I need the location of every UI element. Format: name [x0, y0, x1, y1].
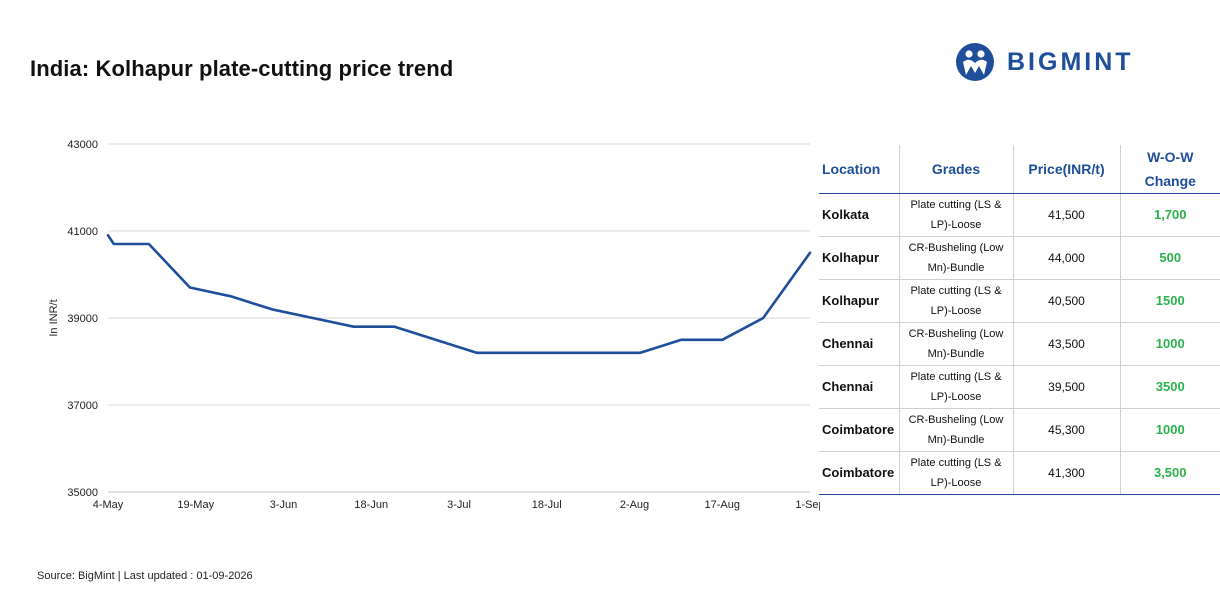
cell-wow: 500	[1120, 236, 1220, 280]
table-row: Kolkata Plate cutting (LS & LP)-Loose 41…	[819, 193, 1220, 237]
y-tick-label: 41000	[67, 226, 98, 238]
x-tick-label: 3-Jul	[447, 499, 471, 511]
cell-price: 41,300	[1013, 451, 1121, 495]
price-table: Location Grades Price(INR/t) W-O-W Chang…	[819, 145, 1220, 495]
x-tick-label: 1-Sep	[795, 499, 820, 511]
cell-grade: CR-Busheling (Low Mn)-Bundle	[899, 322, 1014, 366]
source-note: Source: BigMint | Last updated : 01-09-2…	[37, 570, 253, 582]
table-row: Kolhapur CR-Busheling (Low Mn)-Bundle 44…	[819, 236, 1220, 280]
cell-grade: Plate cutting (LS & LP)-Loose	[899, 451, 1014, 495]
cell-wow: 1000	[1120, 408, 1220, 452]
y-tick-label: 39000	[67, 313, 98, 325]
x-tick-label: 4-May	[93, 499, 124, 511]
cell-wow: 1,700	[1120, 193, 1220, 237]
table-header-row: Location Grades Price(INR/t) W-O-W Chang…	[819, 145, 1220, 194]
table-row: Coimbatore Plate cutting (LS & LP)-Loose…	[819, 451, 1220, 495]
col-header-price: Price(INR/t)	[1013, 145, 1121, 194]
cell-wow: 1500	[1120, 279, 1220, 323]
table-row: Chennai Plate cutting (LS & LP)-Loose 39…	[819, 365, 1220, 409]
cell-price: 41,500	[1013, 193, 1121, 237]
brand-name: BIGMINT	[1007, 47, 1134, 76]
x-tick-label: 18-Jun	[354, 499, 388, 511]
cell-price: 43,500	[1013, 322, 1121, 366]
x-tick-label: 18-Jul	[532, 499, 562, 511]
x-tick-label: 19-May	[177, 499, 214, 511]
cell-wow: 1000	[1120, 322, 1220, 366]
cell-wow: 3,500	[1120, 451, 1220, 495]
y-tick-label: 35000	[67, 487, 98, 499]
page-title: India: Kolhapur plate-cutting price tren…	[30, 56, 454, 81]
cell-location: Coimbatore	[819, 451, 900, 495]
cell-price: 44,000	[1013, 236, 1121, 280]
cell-location: Chennai	[819, 365, 900, 409]
cell-grade: Plate cutting (LS & LP)-Loose	[899, 365, 1014, 409]
bigmint-logo-icon	[956, 43, 994, 81]
cell-grade: CR-Busheling (Low Mn)-Bundle	[899, 236, 1014, 280]
table-row: Coimbatore CR-Busheling (Low Mn)-Bundle …	[819, 408, 1220, 452]
cell-grade: Plate cutting (LS & LP)-Loose	[899, 193, 1014, 237]
cell-location: Coimbatore	[819, 408, 900, 452]
cell-price: 45,300	[1013, 408, 1121, 452]
y-tick-label: 43000	[67, 139, 98, 151]
table-row: Chennai CR-Busheling (Low Mn)-Bundle 43,…	[819, 322, 1220, 366]
cell-grade: CR-Busheling (Low Mn)-Bundle	[899, 408, 1014, 452]
cell-location: Kolkata	[819, 193, 900, 237]
x-tick-label: 17-Aug	[705, 499, 740, 511]
cell-location: Chennai	[819, 322, 900, 366]
price-trend-chart: 35000 37000 39000 41000 43000 4-May 19-May 3-Ju…	[48, 139, 820, 511]
x-tick-label: 2-Aug	[620, 499, 649, 511]
bigmint-logo: BIGMINT	[955, 42, 1134, 82]
cell-price: 40,500	[1013, 279, 1121, 323]
cell-location: Kolhapur	[819, 236, 900, 280]
series-line	[106, 234, 812, 355]
table-row: Kolhapur Plate cutting (LS & LP)-Loose 4…	[819, 279, 1220, 323]
cell-price: 39,500	[1013, 365, 1121, 409]
y-tick-label: 37000	[67, 400, 98, 412]
col-header-location: Location	[819, 145, 900, 194]
col-header-grades: Grades	[899, 145, 1014, 194]
col-header-wow: W-O-W Change	[1120, 145, 1220, 194]
cell-grade: Plate cutting (LS & LP)-Loose	[899, 279, 1014, 323]
cell-location: Kolhapur	[819, 279, 900, 323]
cell-wow: 3500	[1120, 365, 1220, 409]
y-axis-label: In INR/t	[48, 299, 60, 336]
x-tick-label: 3-Jun	[270, 499, 298, 511]
